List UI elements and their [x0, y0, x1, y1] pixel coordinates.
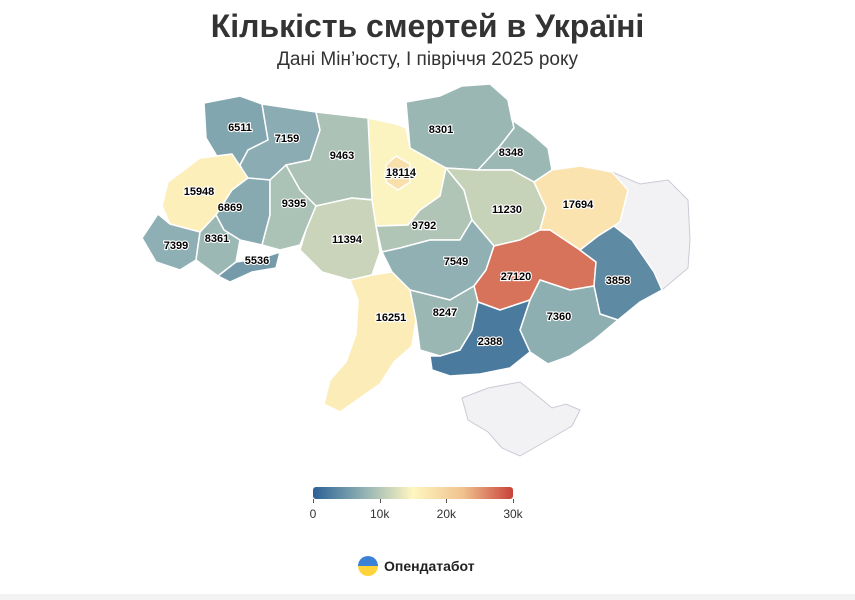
brand-name: Опендатабот: [384, 558, 475, 574]
region-value-cherkasy: 9792: [412, 220, 436, 232]
legend-tick-mark: [379, 499, 381, 503]
region-value-volyn: 6511: [228, 122, 252, 134]
region-donetsk[interactable]: [579, 225, 663, 321]
footer-divider: [0, 594, 855, 600]
region-value-donetsk: 3858: [606, 275, 630, 287]
region-vinnytsia[interactable]: [299, 197, 381, 281]
region-ivano-frankivsk[interactable]: [195, 214, 241, 277]
region-value-ternopil: 6869: [218, 202, 242, 214]
legend-tick-label: 10k: [369, 507, 390, 521]
region-kyiv-city[interactable]: [385, 155, 411, 191]
region-value-zakarpattia: 7399: [164, 240, 188, 252]
map-title: Кількість смертей в Україні: [210, 8, 645, 44]
region-value-sumy: 8348: [499, 147, 523, 159]
region-value-poltava: 11230: [492, 204, 522, 216]
region-value-khmelnytskyi: 9395: [282, 198, 306, 210]
map-subtitle: Дані Мін’юсту, І півріччя 2025 року: [276, 49, 579, 70]
region-odesa[interactable]: [323, 271, 417, 413]
region-kherson[interactable]: [429, 299, 531, 377]
brand: Опендатабот: [358, 556, 475, 576]
region-value-kirovohrad: 7549: [444, 256, 468, 268]
region-value-rivne: 7159: [275, 133, 299, 145]
region-value-kharkiv: 17694: [563, 199, 594, 211]
region-value-dnipropetrovsk: 27120: [501, 271, 532, 283]
region-value-kyiv-oblast: 14715: [385, 169, 416, 181]
legend-tick-mark: [313, 499, 314, 503]
legend-tick-mark: [513, 499, 514, 503]
legend-tick-label: 30k: [503, 507, 523, 521]
region-value-odesa: 16251: [376, 312, 407, 324]
region-value-vinnytsia: 11394: [332, 234, 363, 246]
region-chernivtsi[interactable]: [217, 251, 281, 283]
region-value-zhytomyr: 9463: [330, 150, 354, 162]
legend-tick-mark: [446, 499, 448, 503]
region-crimea[interactable]: [461, 381, 581, 457]
region-value-kherson: 2388: [478, 336, 502, 348]
legend-tick-label: 20k: [436, 507, 457, 521]
color-scale-legend: [313, 487, 513, 499]
region-value-kyiv-city: 18114: [386, 167, 417, 179]
region-value-chernivtsi: 5536: [245, 255, 269, 267]
region-value-chernihiv: 8301: [429, 124, 453, 136]
region-value-lviv: 15948: [184, 186, 215, 198]
legend-tick-label: 0: [309, 507, 317, 521]
region-value-mykolaiv: 8247: [433, 307, 457, 319]
opendatabot-logo-icon: [358, 556, 378, 576]
region-value-zaporizhzhia: 7360: [547, 311, 571, 323]
region-value-ivano-frankivsk: 8361: [205, 233, 229, 245]
